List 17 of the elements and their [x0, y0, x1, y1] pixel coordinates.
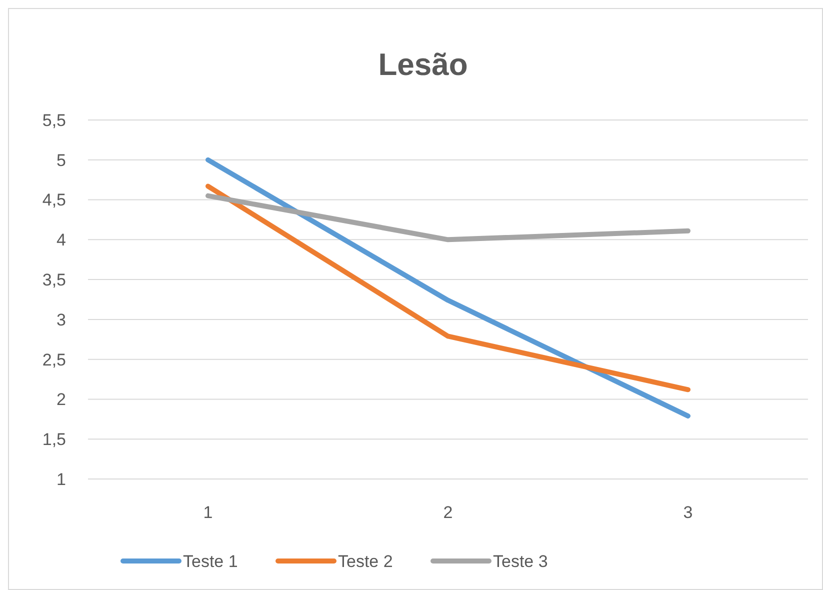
y-tick-label: 2	[56, 390, 66, 410]
x-tick-label: 3	[683, 503, 693, 522]
y-tick-label: 1	[56, 470, 66, 489]
legend-label: Teste 3	[493, 552, 548, 571]
y-tick-label: 2,5	[42, 350, 66, 370]
y-tick-label: 3	[56, 310, 66, 330]
y-tick-label: 5,5	[42, 110, 66, 130]
chart-title: Lesão	[378, 47, 468, 82]
y-tick-label: 4	[56, 230, 66, 250]
x-tick-label: 2	[443, 503, 453, 522]
y-tick-label: 4,5	[42, 190, 66, 210]
legend-label: Teste 1	[183, 552, 238, 571]
legend-label: Teste 2	[338, 552, 393, 571]
x-tick-label: 1	[203, 503, 213, 522]
y-tick-label: 1,5	[42, 430, 66, 450]
y-tick-label: 5	[56, 150, 66, 170]
y-tick-label: 3,5	[42, 270, 66, 290]
